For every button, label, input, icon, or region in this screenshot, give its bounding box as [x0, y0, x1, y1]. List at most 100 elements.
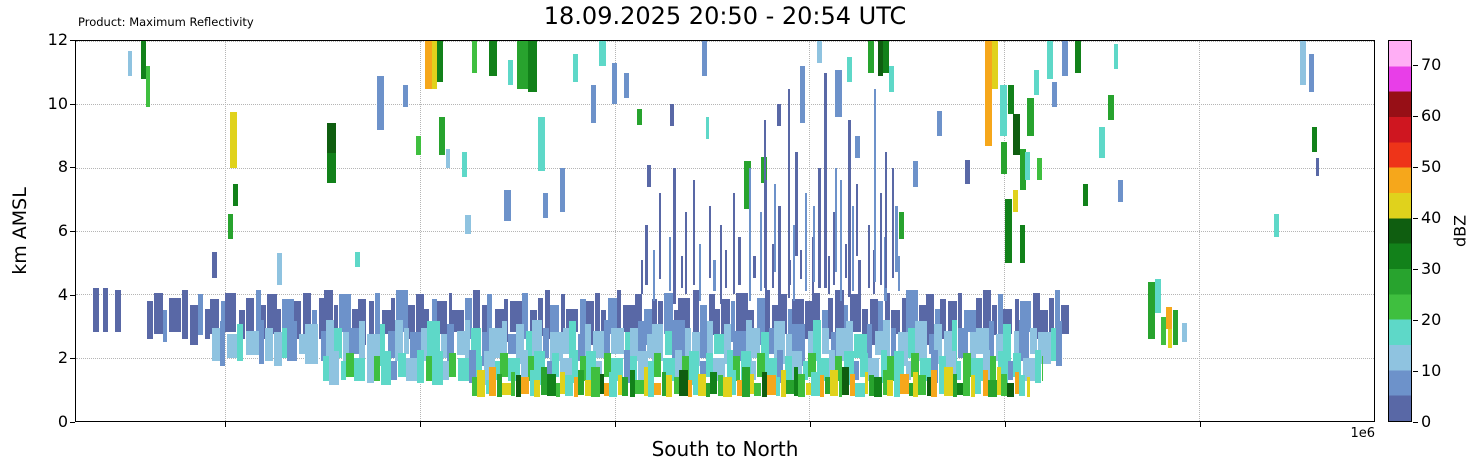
reflectivity-bar — [351, 308, 359, 339]
reflectivity-bar — [538, 117, 545, 171]
reflectivity-bar — [948, 300, 958, 334]
reflectivity-bar — [560, 371, 566, 395]
colorbar-tick-label: 0 — [1421, 412, 1432, 431]
colorbar-tick-mark — [1413, 167, 1418, 169]
reflectivity-bar — [489, 367, 496, 396]
reflectivity-bar — [908, 327, 915, 358]
colorbar-tick-mark — [1413, 65, 1418, 67]
reflectivity-bar — [957, 383, 963, 396]
reflectivity-bar — [806, 383, 812, 396]
reflectivity-bar — [700, 360, 706, 380]
reflectivity-bar — [452, 310, 465, 333]
reflectivity-bar — [420, 327, 428, 361]
reflectivity-bar — [355, 251, 361, 268]
horizontal-gridline — [76, 41, 1374, 42]
y-tick-label: 10 — [47, 93, 68, 113]
reflectivity-bar — [604, 383, 610, 396]
reflectivity-bar — [952, 373, 957, 398]
reflectivity-bar — [773, 183, 777, 273]
reflectivity-bar — [153, 292, 163, 334]
vertical-gridline — [225, 41, 227, 421]
reflectivity-bar — [678, 370, 688, 396]
reflectivity-bar — [1300, 41, 1307, 86]
reflectivity-bar — [381, 310, 391, 334]
reflectivity-bar — [741, 367, 750, 398]
reflectivity-bar — [212, 251, 218, 279]
reflectivity-bar — [744, 161, 751, 209]
reflectivity-bar — [699, 305, 708, 345]
reflectivity-bar — [887, 356, 894, 382]
reflectivity-bar — [963, 352, 971, 377]
reflectivity-bar — [623, 305, 635, 333]
reflectivity-bar — [273, 332, 282, 366]
colorbar-tick-label: 30 — [1421, 259, 1442, 279]
reflectivity-bar — [769, 327, 775, 355]
reflectivity-bar — [750, 360, 757, 380]
y-tick-label: 4 — [57, 284, 68, 304]
reflectivity-bar — [859, 352, 868, 377]
reflectivity-bar — [984, 41, 993, 146]
reflectivity-bar — [926, 376, 931, 396]
reflectivity-bar — [534, 351, 545, 385]
reflectivity-bar — [510, 300, 522, 333]
reflectivity-bar — [563, 327, 569, 355]
reflectivity-bar — [998, 294, 1004, 339]
colorbar-tick-label: 10 — [1421, 361, 1442, 381]
colorbar-tick-label: 60 — [1421, 106, 1442, 126]
reflectivity-bar — [888, 66, 894, 92]
reflectivity-bar — [765, 289, 771, 336]
reflectivity-bar — [1022, 357, 1035, 382]
reflectivity-bar — [623, 349, 631, 383]
reflectivity-bar — [358, 321, 366, 364]
y-tick-mark — [70, 231, 75, 232]
reflectivity-bar — [914, 321, 928, 361]
reflectivity-bar — [294, 300, 301, 339]
reflectivity-bar — [585, 379, 591, 396]
reflectivity-bar — [471, 41, 478, 73]
reflectivity-bar — [190, 305, 198, 345]
reflectivity-bar — [230, 112, 237, 168]
reflectivity-bar — [1013, 330, 1019, 358]
reflectivity-bar — [1274, 213, 1280, 238]
reflectivity-bar — [212, 327, 221, 361]
reflectivity-bar — [543, 193, 549, 219]
horizontal-gridline — [76, 104, 1374, 106]
reflectivity-bar — [750, 373, 755, 395]
reflectivity-bar — [767, 375, 777, 396]
reflectivity-bar — [692, 289, 700, 339]
reflectivity-bar — [585, 324, 591, 366]
reflectivity-bar — [673, 167, 677, 304]
reflectivity-bar — [395, 319, 404, 361]
reflectivity-bar — [623, 72, 629, 98]
reflectivity-bar — [717, 375, 724, 396]
reflectivity-bar — [638, 351, 649, 385]
reflectivity-bar — [1037, 332, 1051, 364]
reflectivity-bar — [913, 161, 919, 187]
reflectivity-bar — [517, 41, 528, 89]
reflectivity-bar — [648, 373, 654, 398]
reflectivity-bar — [854, 333, 868, 358]
reflectivity-bar — [864, 371, 869, 395]
reflectivity-bar — [220, 321, 226, 366]
reflectivity-bar — [936, 110, 942, 136]
colorbar-tick-mark — [1413, 116, 1418, 118]
vertical-gridline — [419, 41, 421, 421]
reflectivity-bar — [445, 148, 450, 168]
reflectivity-bar — [425, 356, 433, 382]
reflectivity-bar — [778, 205, 781, 295]
reflectivity-bar — [1083, 183, 1089, 206]
colorbar-tick-mark — [1413, 269, 1418, 271]
reflectivity-bar — [264, 327, 273, 361]
reflectivity-bar — [345, 352, 354, 377]
reflectivity-bar — [1007, 360, 1014, 380]
reflectivity-bar — [850, 373, 856, 396]
reflectivity-bar — [705, 117, 710, 140]
reflectivity-bar — [882, 370, 887, 396]
reflectivity-bar — [880, 349, 888, 383]
reflectivity-bar — [857, 259, 861, 304]
reflectivity-bar — [1013, 113, 1020, 155]
reflectivity-bar — [475, 356, 483, 382]
reflectivity-bar — [629, 370, 635, 398]
reflectivity-bar — [551, 352, 560, 377]
reflectivity-bar — [511, 371, 516, 396]
